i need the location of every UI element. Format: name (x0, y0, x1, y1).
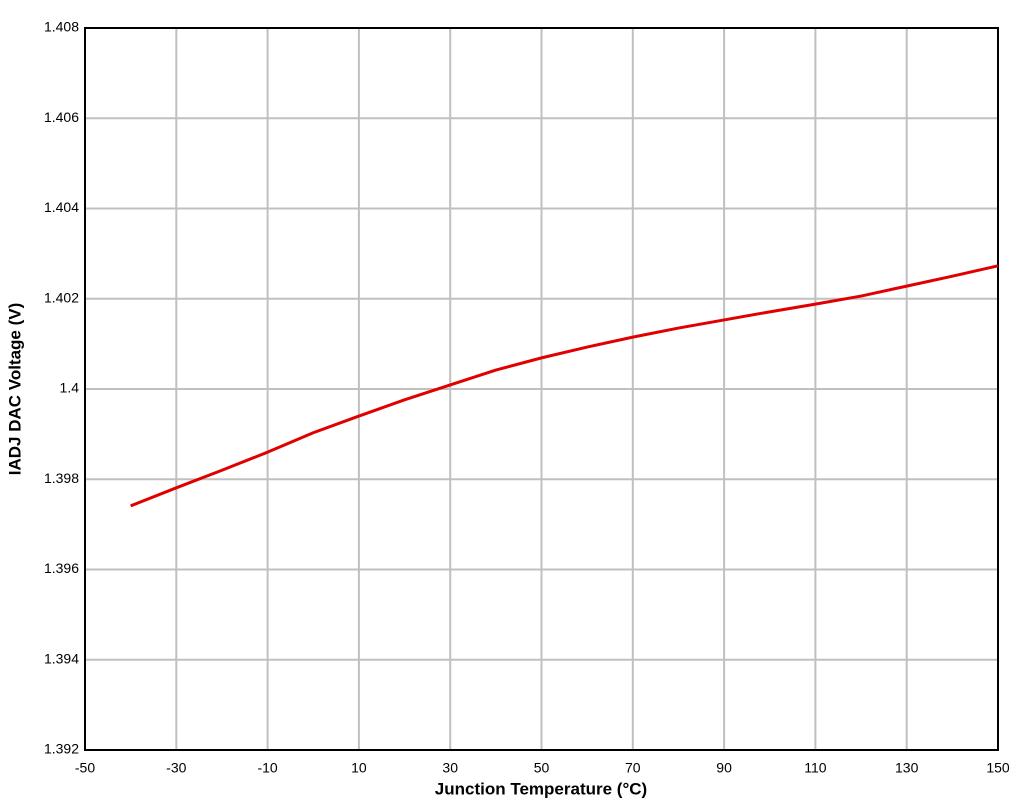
y-tick-label: 1.408 (44, 19, 79, 35)
x-tick-label: 50 (534, 760, 550, 776)
x-tick-label: 70 (625, 760, 641, 776)
y-tick-label: 1.4 (60, 380, 80, 396)
x-tick-label: 150 (986, 760, 1010, 776)
y-tick-label: 1.404 (44, 199, 79, 215)
y-tick-label: 1.394 (44, 650, 79, 666)
x-tick-label: -10 (257, 760, 277, 776)
y-tick-label: 1.402 (44, 289, 79, 305)
x-tick-label: 10 (351, 760, 367, 776)
x-tick-label: -50 (75, 760, 95, 776)
y-tick-label: 1.406 (44, 109, 79, 125)
x-tick-label: 30 (442, 760, 458, 776)
y-axis-title: IADJ DAC Voltage (V) (5, 303, 24, 476)
x-tick-label: 110 (804, 760, 827, 776)
x-tick-label: 130 (895, 760, 919, 776)
x-tick-label: -30 (166, 760, 186, 776)
y-tick-label: 1.396 (44, 560, 79, 576)
y-tick-label: 1.392 (44, 741, 79, 757)
plot-frame (84, 27, 999, 751)
data-line (130, 264, 999, 508)
x-tick-label: 90 (716, 760, 732, 776)
y-tick-label: 1.398 (44, 470, 79, 486)
x-axis-title: Junction Temperature (°C) (435, 779, 647, 798)
